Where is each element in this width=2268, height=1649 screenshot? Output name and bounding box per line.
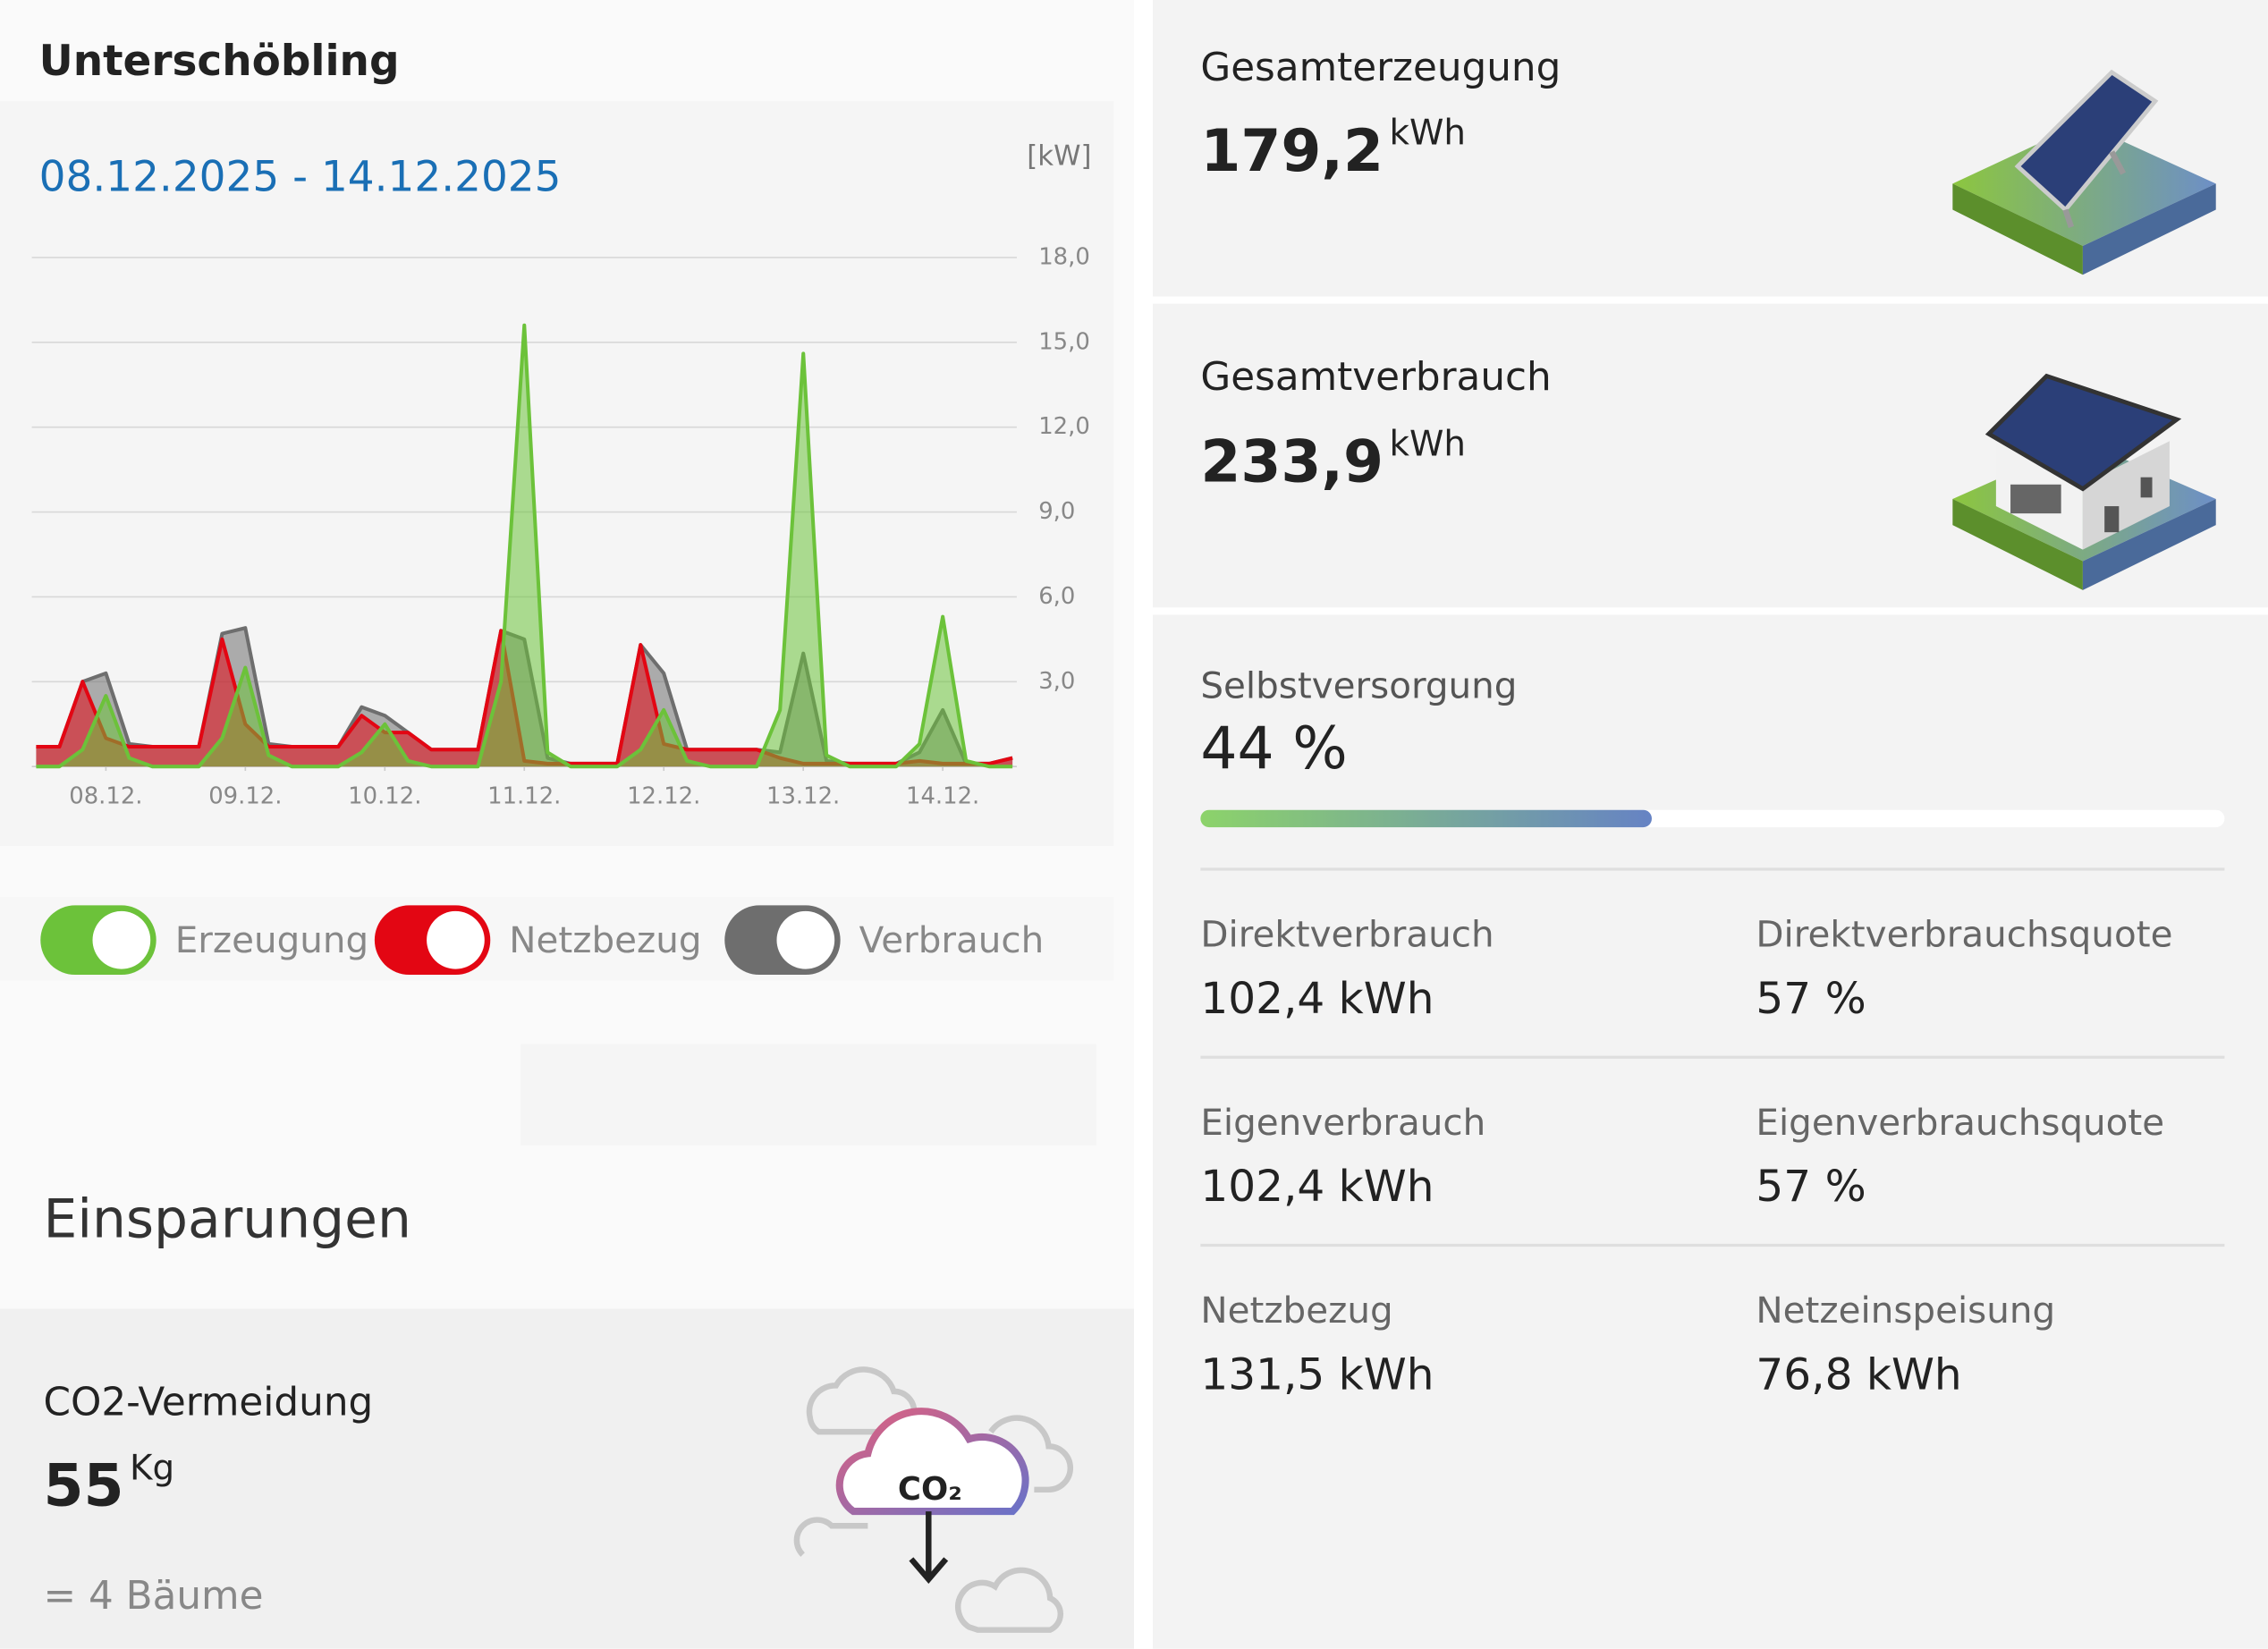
stat-label: Eigenverbrauchsquote (1756, 1101, 2165, 1144)
x-tick-label: 14.12. (906, 783, 979, 810)
x-tick-label: 09.12. (208, 783, 282, 810)
self-supply-label: Selbstversorgung (1200, 664, 1518, 707)
date-range[interactable]: 08.12.2025 - 14.12.2025 (38, 151, 562, 201)
generation-unit: kWh (1389, 113, 1466, 154)
generation-number: 179,2 (1200, 118, 1384, 186)
co2-number: 55 (43, 1453, 124, 1520)
series-area (36, 325, 1013, 767)
legend-label: Verbrauch (859, 918, 1045, 961)
x-tick-label: 13.12. (766, 783, 840, 810)
stat-label: Direktverbrauch (1200, 913, 1494, 956)
stat-value: 57 % (1756, 974, 1866, 1025)
y-tick-label: 18,0 (1038, 243, 1090, 270)
y-tick-label: 3,0 (1038, 668, 1075, 695)
legend-label: Erzeugung (174, 918, 369, 961)
stat-value: 131,5 kWh (1200, 1349, 1434, 1401)
consumption-value: 233,9 kWh (1200, 424, 1466, 496)
series-area (36, 630, 1013, 767)
stat-label: Direktverbrauchsquote (1756, 913, 2173, 956)
legend-toggle[interactable] (724, 905, 841, 976)
y-tick-label: 12,0 (1038, 413, 1090, 440)
co2-unit: Kg (130, 1447, 175, 1489)
stats-card (1152, 614, 2268, 1649)
legend-toggle[interactable] (374, 905, 491, 976)
house-icon (1952, 373, 2216, 590)
y-tick-label: 9,0 (1038, 498, 1075, 525)
savings-title: Einsparungen (43, 1188, 411, 1251)
legend-label: Netzbezug (509, 918, 702, 961)
generation-label: Gesamterzeugung (1200, 45, 1561, 91)
consumption-label: Gesamtverbrauch (1200, 355, 1552, 401)
toggle-knob (427, 910, 485, 969)
co2-icon: CO₂ (793, 1366, 1073, 1633)
co2-note: = 4 Bäume (43, 1574, 264, 1619)
spacer (520, 1044, 1096, 1146)
separator (1200, 1243, 2225, 1247)
stat-label: Eigenverbrauch (1200, 1101, 1486, 1144)
y-tick-label: 15,0 (1038, 328, 1090, 355)
x-tick-label: 10.12. (348, 783, 421, 810)
y-tick-label: 6,0 (1038, 583, 1075, 610)
x-tick-label: 12.12. (627, 783, 700, 810)
stat-value: 102,4 kWh (1200, 974, 1434, 1025)
separator (1200, 867, 2225, 871)
stat-label: Netzeinspeisung (1756, 1289, 2056, 1332)
stat-value: 57 % (1756, 1162, 1866, 1213)
separator (1200, 1055, 2225, 1059)
legend-toggle[interactable] (40, 905, 157, 976)
co2-icon-text: CO₂ (898, 1471, 962, 1508)
toggle-knob (92, 910, 151, 969)
toggle-knob (776, 910, 835, 969)
stat-value: 102,4 kWh (1200, 1162, 1434, 1213)
progress-track (1200, 809, 2225, 828)
unit: [kW] (1027, 140, 1092, 173)
chart: 3,0 6,0 9,0 12,0 15,0 18,0 08.12. 09.12. 10.12. 1… (31, 243, 1090, 810)
stat-value: 76,8 kWh (1756, 1349, 1962, 1401)
legend (0, 896, 1114, 981)
solar-icon (1952, 69, 2216, 275)
x-tick-label: 08.12. (69, 783, 142, 810)
title: Unterschöbling (38, 36, 400, 86)
series-line (36, 323, 1013, 769)
stat-label: Netzbezug (1200, 1289, 1393, 1332)
x-tick-label: 11.12. (487, 783, 561, 810)
co2-label: CO2-Vermeidung (43, 1380, 374, 1425)
co2-value: 55 Kg (43, 1448, 175, 1520)
consumption-number: 233,9 (1200, 429, 1384, 496)
progress-bar (1200, 809, 1652, 828)
self-supply-value: 44 % (1200, 715, 1348, 782)
generation-value: 179,2 kWh (1200, 113, 1466, 186)
consumption-unit: kWh (1389, 423, 1466, 465)
